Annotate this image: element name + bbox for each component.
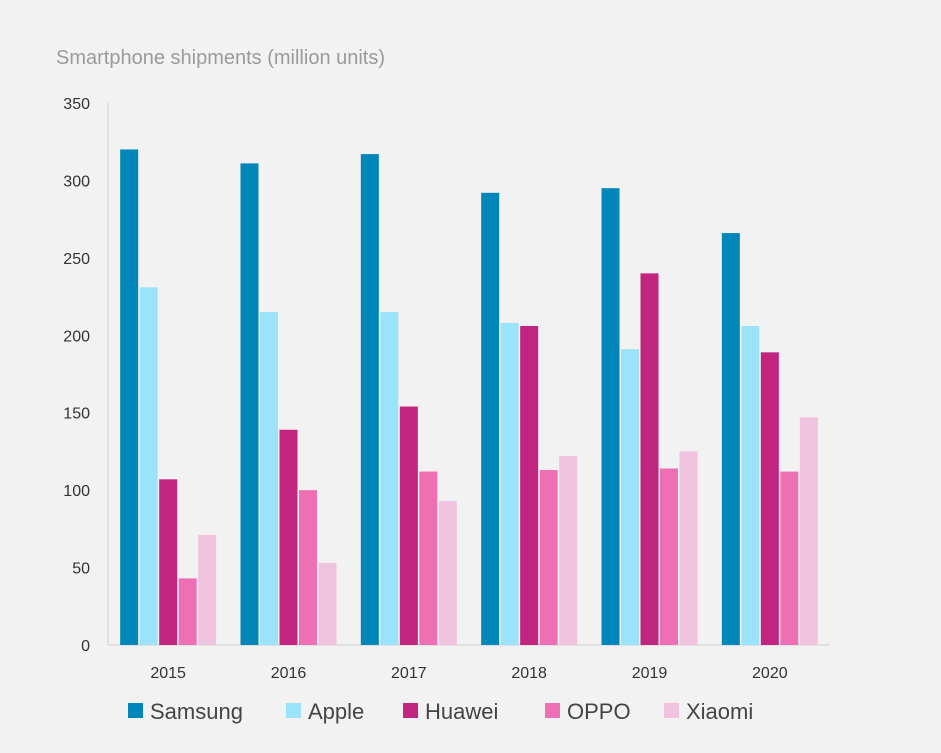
bar-huawei-2017 bbox=[399, 406, 418, 645]
y-tick-label: 350 bbox=[63, 96, 90, 113]
bar-apple-2018 bbox=[500, 322, 519, 645]
y-tick-label: 200 bbox=[63, 328, 90, 345]
x-tick-label: 2018 bbox=[511, 665, 547, 682]
bar-samsung-2019 bbox=[601, 188, 620, 645]
y-tick-label: 50 bbox=[72, 561, 90, 578]
legend-swatch-huawei bbox=[403, 703, 418, 718]
bar-oppo-2020 bbox=[780, 471, 799, 645]
bar-samsung-2020 bbox=[721, 233, 740, 645]
bar-samsung-2016 bbox=[240, 163, 259, 645]
bar-oppo-2019 bbox=[660, 468, 678, 645]
x-tick-label: 2016 bbox=[271, 665, 307, 682]
legend: Samsung Apple Huawei OPPO Xiaomi bbox=[128, 699, 753, 724]
bar-apple-2016 bbox=[260, 312, 278, 645]
legend-swatch-oppo bbox=[545, 703, 560, 718]
bar-apple-2020 bbox=[741, 325, 760, 645]
x-tick-label: 2020 bbox=[752, 665, 788, 682]
x-tick-label: 2015 bbox=[150, 665, 186, 682]
bar-huawei-2016 bbox=[279, 429, 298, 645]
chart-title: Smartphone shipments (million units) bbox=[56, 47, 386, 69]
bar-oppo-2015 bbox=[178, 578, 197, 645]
y-tick-label: 250 bbox=[63, 251, 90, 268]
bar-oppo-2017 bbox=[419, 471, 438, 645]
bar-huawei-2015 bbox=[159, 479, 178, 645]
bar-huawei-2020 bbox=[760, 352, 779, 645]
bar-huawei-2018 bbox=[520, 325, 539, 645]
y-tick-label: 0 bbox=[81, 638, 90, 655]
legend-swatch-apple bbox=[286, 703, 301, 718]
bar-xiaomi-2016 bbox=[318, 562, 337, 645]
legend-label-oppo: OPPO bbox=[567, 699, 631, 724]
bar-oppo-2018 bbox=[539, 470, 558, 645]
bar-xiaomi-2017 bbox=[438, 500, 457, 645]
bar-xiaomi-2015 bbox=[198, 535, 217, 645]
legend-label-apple: Apple bbox=[308, 699, 364, 724]
bar-xiaomi-2019 bbox=[679, 451, 698, 645]
legend-swatch-samsung bbox=[128, 703, 143, 718]
bar-apple-2015 bbox=[139, 287, 158, 645]
bar-apple-2019 bbox=[621, 349, 639, 645]
legend-label-samsung: Samsung bbox=[150, 699, 243, 724]
bar-huawei-2019 bbox=[640, 273, 659, 645]
bar-samsung-2017 bbox=[360, 154, 379, 646]
bar-oppo-2016 bbox=[299, 490, 317, 645]
bar-xiaomi-2018 bbox=[559, 456, 578, 645]
bar-samsung-2015 bbox=[120, 149, 139, 645]
x-tick-label: 2019 bbox=[632, 665, 668, 682]
legend-label-xiaomi: Xiaomi bbox=[686, 699, 753, 724]
bars bbox=[120, 149, 818, 646]
y-tick-label: 300 bbox=[63, 173, 90, 190]
bar-apple-2017 bbox=[380, 312, 399, 645]
bar-xiaomi-2020 bbox=[799, 417, 818, 645]
x-tick-label: 2017 bbox=[391, 665, 427, 682]
legend-label-huawei: Huawei bbox=[425, 699, 498, 724]
y-tick-label: 100 bbox=[63, 483, 90, 500]
y-axis: 0 50 100 150 200 250 300 350 bbox=[63, 96, 109, 655]
legend-swatch-xiaomi bbox=[664, 703, 679, 718]
bar-samsung-2018 bbox=[481, 192, 500, 645]
x-axis: 2015 2016 2017 2018 2019 2020 bbox=[108, 644, 830, 682]
y-tick-label: 150 bbox=[63, 406, 90, 423]
